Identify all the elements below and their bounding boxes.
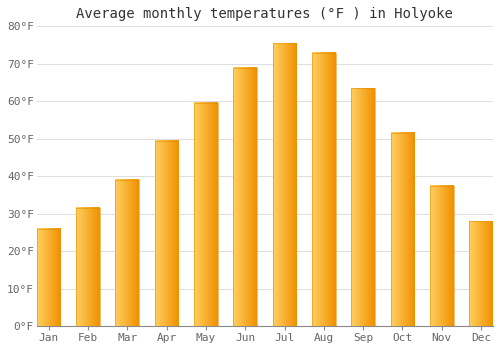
Bar [430,186,454,326]
Bar [234,68,257,326]
Bar [352,88,375,326]
Bar [194,103,218,326]
Bar [116,180,139,326]
Bar [470,221,493,326]
Bar [154,141,178,326]
Bar [76,208,100,326]
Title: Average monthly temperatures (°F ) in Holyoke: Average monthly temperatures (°F ) in Ho… [76,7,454,21]
Bar [36,229,60,326]
Bar [390,133,414,326]
Bar [272,43,296,326]
Bar [312,52,336,326]
